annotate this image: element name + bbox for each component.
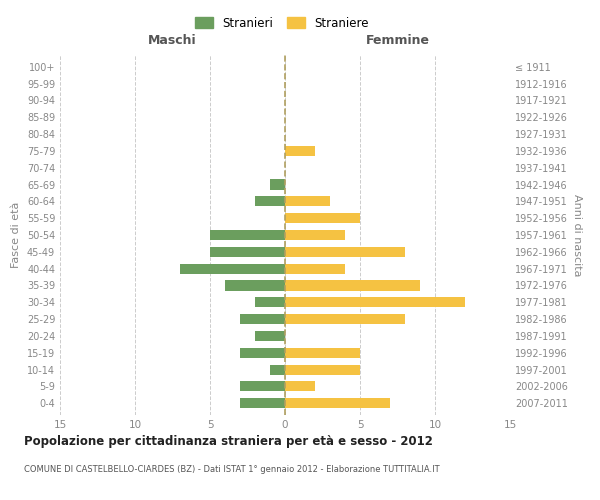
Bar: [285, 398, 390, 408]
Legend: Stranieri, Straniere: Stranieri, Straniere: [189, 11, 375, 36]
Bar: [285, 314, 405, 324]
Text: COMUNE DI CASTELBELLO-CIARDES (BZ) - Dati ISTAT 1° gennaio 2012 - Elaborazione T: COMUNE DI CASTELBELLO-CIARDES (BZ) - Dat…: [24, 465, 440, 474]
Bar: [285, 264, 345, 274]
Bar: [285, 382, 315, 392]
Bar: [270, 180, 285, 190]
Y-axis label: Fasce di età: Fasce di età: [11, 202, 21, 268]
Bar: [285, 196, 330, 206]
Bar: [270, 364, 285, 374]
Bar: [180, 264, 285, 274]
Bar: [240, 382, 285, 392]
Bar: [285, 230, 345, 240]
Bar: [285, 364, 360, 374]
Bar: [240, 314, 285, 324]
Bar: [255, 196, 285, 206]
Bar: [210, 247, 285, 257]
Bar: [285, 247, 405, 257]
Bar: [285, 213, 360, 223]
Text: Maschi: Maschi: [148, 34, 197, 46]
Text: Popolazione per cittadinanza straniera per età e sesso - 2012: Popolazione per cittadinanza straniera p…: [24, 435, 433, 448]
Bar: [225, 280, 285, 290]
Bar: [285, 280, 420, 290]
Bar: [255, 297, 285, 308]
Y-axis label: Anni di nascita: Anni di nascita: [572, 194, 581, 276]
Bar: [285, 348, 360, 358]
Bar: [255, 331, 285, 341]
Bar: [240, 398, 285, 408]
Bar: [285, 297, 465, 308]
Bar: [240, 348, 285, 358]
Bar: [210, 230, 285, 240]
Bar: [285, 146, 315, 156]
Text: Femmine: Femmine: [365, 34, 430, 46]
